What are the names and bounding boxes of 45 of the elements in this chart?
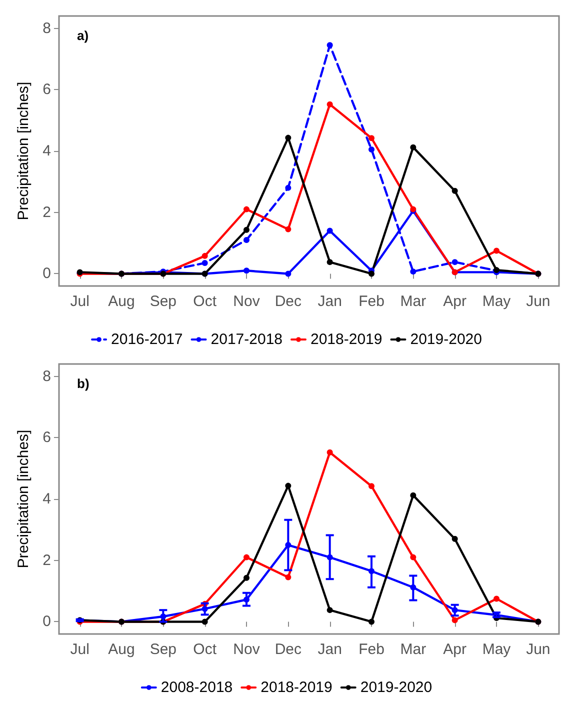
y-tick-label: 2 bbox=[42, 552, 51, 569]
x-tick-label: Aug bbox=[108, 641, 135, 658]
y-tick-label: 6 bbox=[42, 429, 51, 446]
x-tick-label: Sep bbox=[150, 293, 177, 310]
y-tick-label: 8 bbox=[42, 368, 51, 385]
y-tick-label: 8 bbox=[42, 20, 51, 37]
x-tick-label: Feb bbox=[358, 641, 384, 658]
x-tick-label: Oct bbox=[193, 293, 218, 310]
legend-label: 2019-2020 bbox=[410, 331, 482, 348]
x-tick-label: Nov bbox=[233, 293, 260, 310]
y-axis-title: Precipitation [inches] bbox=[15, 430, 32, 568]
y-tick-label: 0 bbox=[42, 613, 51, 630]
x-tick-label: Sep bbox=[150, 641, 177, 658]
x-tick-label: Jun bbox=[526, 293, 550, 310]
y-tick-label: 6 bbox=[42, 81, 51, 98]
x-tick-label: May bbox=[482, 293, 512, 310]
y-tick-label: 0 bbox=[42, 265, 51, 282]
legend-label: 2017-2018 bbox=[210, 331, 282, 348]
y-tick-label: 4 bbox=[42, 142, 51, 160]
legend-label: 2008-2018 bbox=[160, 679, 233, 696]
x-tick-label: Apr bbox=[443, 293, 467, 310]
y-tick-label: 4 bbox=[42, 490, 51, 508]
x-tick-label: Dec bbox=[274, 641, 302, 658]
x-tick-label: Dec bbox=[274, 293, 302, 310]
x-tick-label: Jun bbox=[526, 641, 550, 658]
y-tick-label: 2 bbox=[42, 204, 51, 221]
legend-label: 2019-2020 bbox=[360, 679, 432, 696]
text: a) bbox=[77, 28, 89, 43]
x-tick-label: Nov bbox=[233, 641, 260, 658]
x-tick-label: May bbox=[482, 641, 512, 658]
x-tick-label: Aug bbox=[108, 293, 135, 310]
x-tick-label: Apr bbox=[443, 641, 467, 658]
text: b) bbox=[77, 376, 90, 391]
x-tick-label: Feb bbox=[358, 293, 384, 310]
x-tick-label: Jul bbox=[70, 293, 90, 310]
x-tick-label: Mar bbox=[400, 641, 426, 658]
legend-label: 2016-2017 bbox=[111, 331, 183, 348]
x-tick-label: Jan bbox=[318, 293, 342, 310]
x-tick-label: Jan bbox=[318, 641, 342, 658]
x-tick-label: Jul bbox=[70, 641, 90, 658]
x-tick-label: Oct bbox=[193, 641, 218, 658]
legend-label: 2018-2019 bbox=[310, 331, 382, 348]
legend-label: 2018-2019 bbox=[260, 679, 332, 696]
y-axis-title: Precipitation [inches] bbox=[15, 82, 32, 220]
x-tick-label: Mar bbox=[400, 293, 426, 310]
